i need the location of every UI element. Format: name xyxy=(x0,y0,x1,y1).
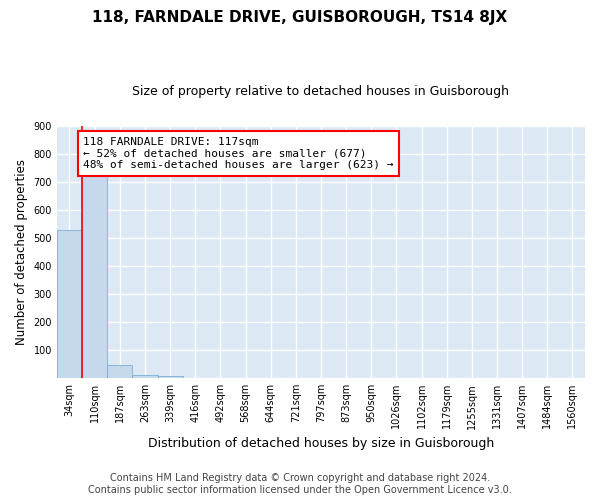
Text: 118 FARNDALE DRIVE: 117sqm
← 52% of detached houses are smaller (677)
48% of sem: 118 FARNDALE DRIVE: 117sqm ← 52% of deta… xyxy=(83,137,394,170)
Title: Size of property relative to detached houses in Guisborough: Size of property relative to detached ho… xyxy=(133,85,509,98)
Bar xyxy=(82,175,107,378)
Bar xyxy=(107,365,133,378)
X-axis label: Distribution of detached houses by size in Guisborough: Distribution of detached houses by size … xyxy=(148,437,494,450)
Bar xyxy=(57,230,82,378)
Text: 118, FARNDALE DRIVE, GUISBOROUGH, TS14 8JX: 118, FARNDALE DRIVE, GUISBOROUGH, TS14 8… xyxy=(92,10,508,25)
Text: Contains HM Land Registry data © Crown copyright and database right 2024.
Contai: Contains HM Land Registry data © Crown c… xyxy=(88,474,512,495)
Bar xyxy=(158,376,182,378)
Bar xyxy=(133,375,158,378)
Y-axis label: Number of detached properties: Number of detached properties xyxy=(15,159,28,345)
